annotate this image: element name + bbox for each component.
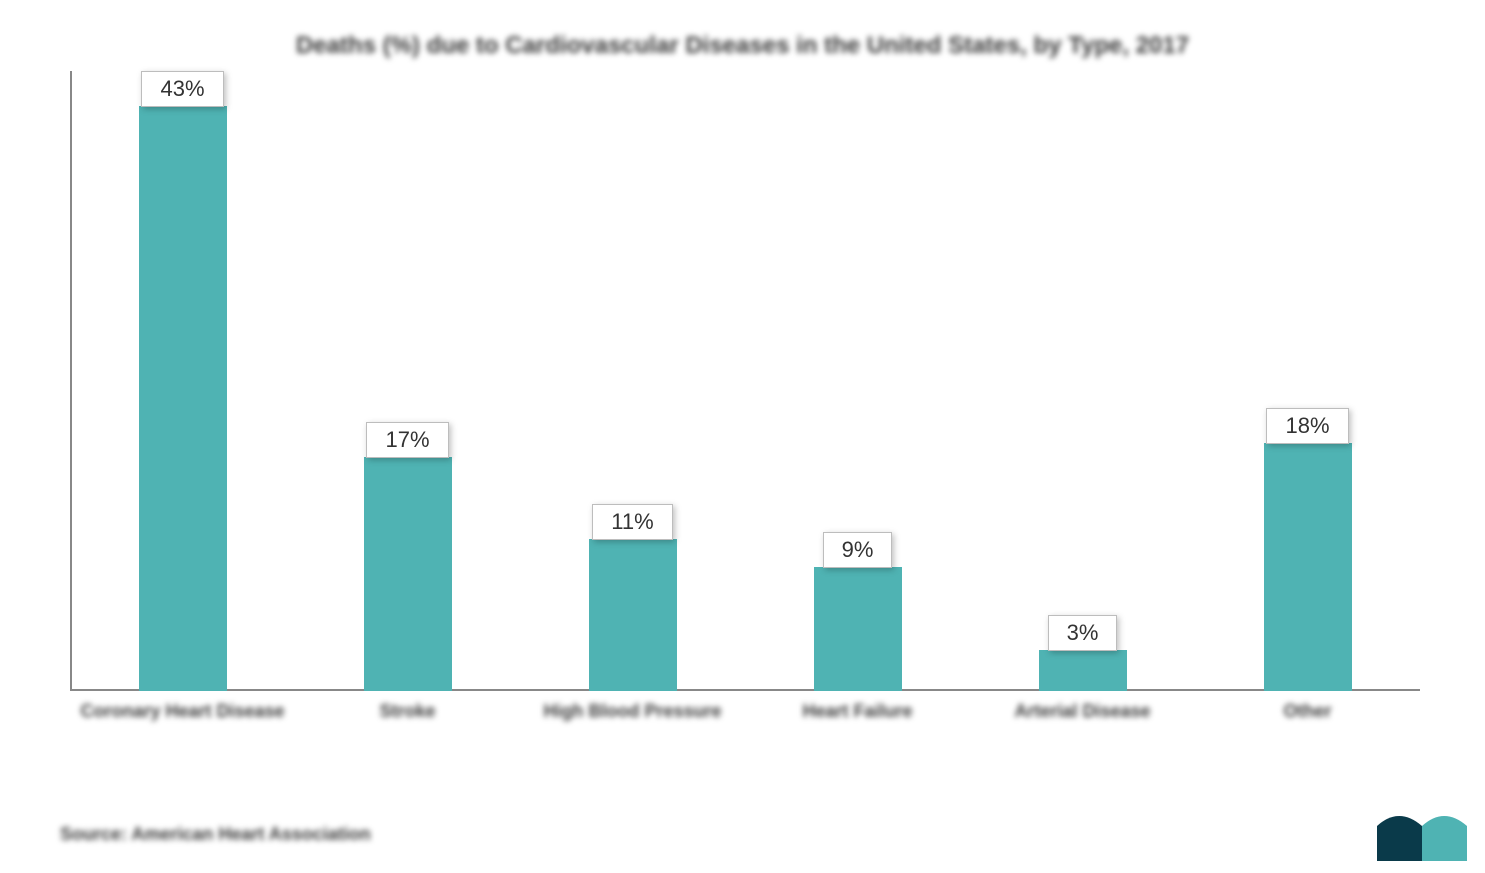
- x-axis-labels: Coronary Heart Disease Stroke High Blood…: [70, 701, 1420, 723]
- bar-rect: [1264, 443, 1352, 691]
- x-axis-label: Arterial Disease: [970, 701, 1195, 723]
- bar-slot: 18%: [1195, 71, 1420, 691]
- chart-title: Deaths (%) due to Cardiovascular Disease…: [258, 30, 1228, 61]
- bar-rect: [364, 457, 452, 691]
- bar-value-label: 11%: [592, 504, 672, 540]
- x-axis-label: Stroke: [295, 701, 520, 723]
- bar-rect: [139, 106, 227, 691]
- source-attribution: Source: American Heart Association: [60, 824, 371, 845]
- bar-value-label: 17%: [366, 422, 448, 458]
- bar-value-label: 18%: [1266, 408, 1348, 444]
- bar-slot: 3%: [970, 71, 1195, 691]
- bar-slot: 17%: [295, 71, 520, 691]
- plot-area: 43% 17% 11% 9% 3% 18%: [70, 71, 1420, 691]
- bar-value-label: 3%: [1048, 615, 1118, 651]
- x-axis-label: High Blood Pressure: [520, 701, 745, 723]
- logo-icon: [1377, 806, 1467, 861]
- bar-slot: 43%: [70, 71, 295, 691]
- x-axis-label: Other: [1195, 701, 1420, 723]
- x-axis-label: Coronary Heart Disease: [70, 701, 295, 723]
- bar-slot: 11%: [520, 71, 745, 691]
- chart-container: Deaths (%) due to Cardiovascular Disease…: [50, 30, 1435, 830]
- bar-value-label: 43%: [141, 71, 223, 107]
- bar-slot: 9%: [745, 71, 970, 691]
- bar-rect: [814, 567, 902, 691]
- bar-rect: [589, 539, 677, 691]
- x-axis-label: Heart Failure: [745, 701, 970, 723]
- bars-group: 43% 17% 11% 9% 3% 18%: [70, 71, 1420, 691]
- brand-logo: [1377, 806, 1467, 861]
- bar-rect: [1039, 650, 1127, 691]
- bar-value-label: 9%: [823, 532, 893, 568]
